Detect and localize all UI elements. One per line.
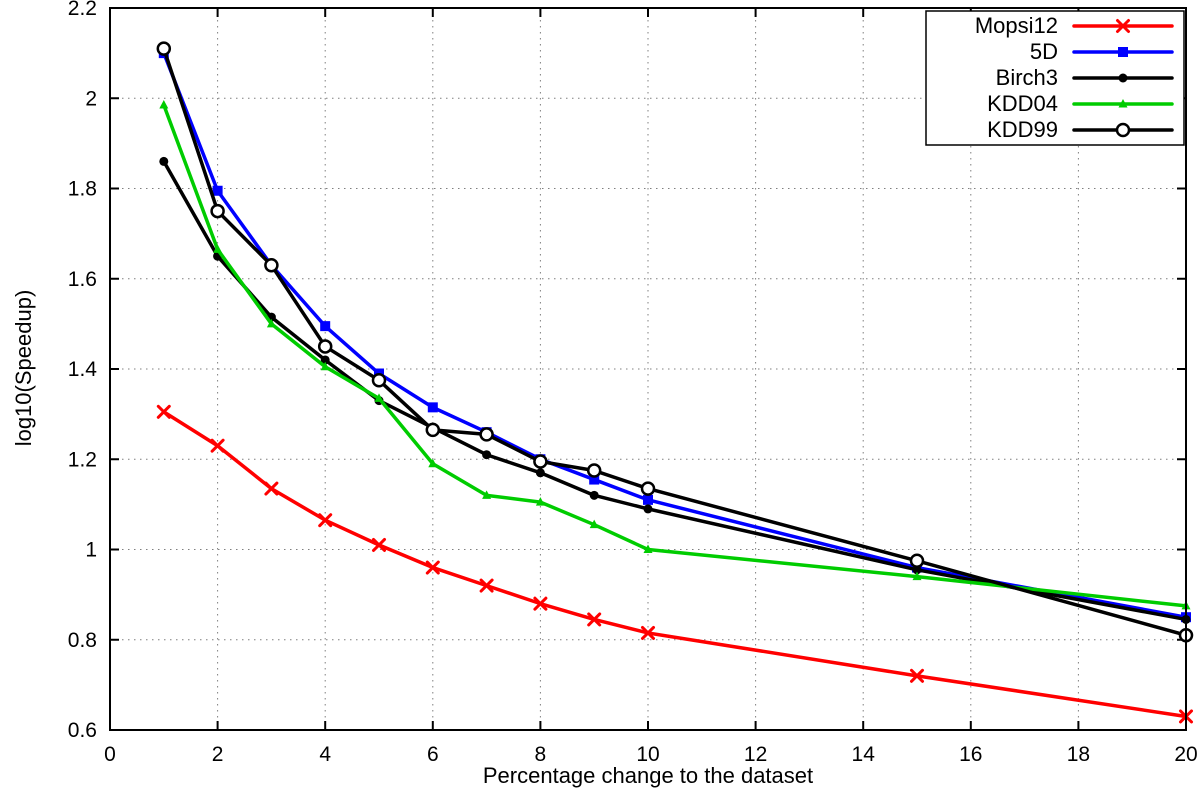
legend-entry-Birch3: Birch3 — [996, 65, 1174, 90]
x-tick-label: 4 — [319, 743, 331, 766]
legend-entry-Mopsi12: Mopsi12 — [975, 13, 1174, 38]
y-axis-label: log10(Speedup) — [11, 289, 36, 447]
x-tick-label: 20 — [1174, 743, 1197, 766]
legend-label: KDD04 — [987, 91, 1058, 116]
x-axis-label: Percentage change to the dataset — [482, 763, 814, 788]
legend-entry-KDD04: KDD04 — [987, 91, 1174, 116]
x-tick-label: 6 — [427, 743, 439, 766]
y-tick-label: 2 — [85, 87, 97, 110]
x-tick-label: 16 — [959, 743, 982, 766]
series-KDD04 — [159, 100, 1191, 610]
y-tick-label: 1 — [85, 539, 97, 562]
y-tick-label: 2.2 — [68, 0, 97, 20]
plot-border — [109, 7, 1187, 731]
x-tick-label: 12 — [744, 743, 767, 766]
axis-ticks: 0 2 4 6 8 10 12 14 16 18 20 0.6 0.8 1 1.2 1.4 1.6 1.8 2 2.2 — [68, 0, 1198, 766]
y-tick-label: 0.6 — [68, 719, 97, 742]
series-Mopsi12 — [156, 404, 1193, 724]
y-tick-label: 1.8 — [68, 178, 97, 201]
x-tick-label: 18 — [1067, 743, 1090, 766]
x-tick-label: 2 — [212, 743, 224, 766]
x-tick-label: 14 — [852, 743, 876, 766]
legend-label: 5D — [1030, 39, 1058, 64]
legend-label: Mopsi12 — [975, 13, 1058, 38]
y-tick-label: 1.2 — [68, 448, 97, 471]
series-KDD99 — [156, 41, 1194, 643]
legend-label: Birch3 — [996, 65, 1058, 90]
y-tick-label: 1.6 — [68, 268, 97, 291]
legend-entry-KDD99: KDD99 — [987, 117, 1174, 142]
y-tick-label: 0.8 — [68, 629, 97, 652]
legend-label: KDD99 — [987, 117, 1058, 142]
y-tick-label: 1.4 — [68, 358, 98, 381]
x-tick-label: 8 — [535, 743, 547, 766]
x-tick-label: 10 — [636, 743, 659, 766]
x-tick-label: 0 — [104, 743, 116, 766]
legend-entry-5D: 5D — [1030, 39, 1174, 64]
